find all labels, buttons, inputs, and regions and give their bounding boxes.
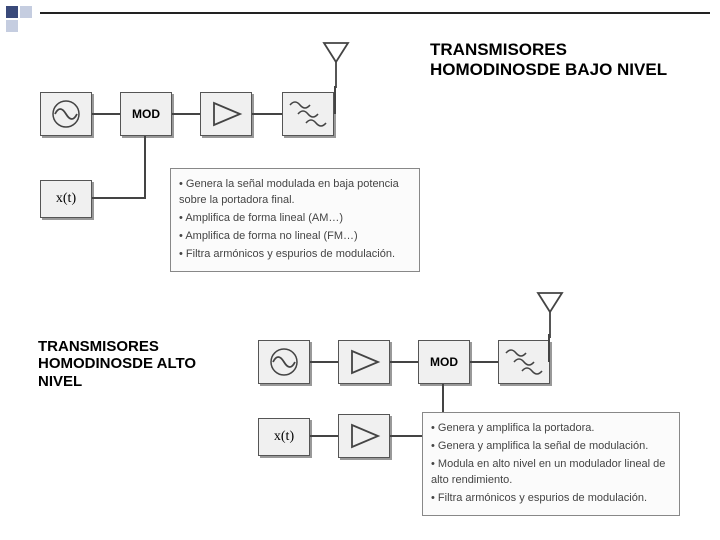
- wire: [310, 435, 338, 437]
- bullet-item: Amplifica de forma no lineal (FM…): [179, 229, 411, 245]
- antenna-icon: [321, 40, 351, 88]
- title-alto-nivel: TRANSMISORES HOMODINOSDE ALTO NIVEL: [38, 338, 218, 390]
- bullet-item: Genera y amplifica la señal de modulació…: [431, 439, 671, 455]
- modulator-block: MOD: [418, 340, 470, 384]
- wire: [92, 197, 146, 199]
- input-signal-block: x(t): [40, 180, 92, 218]
- bullet-item: Filtra armónicos y espurios de modulació…: [179, 247, 411, 263]
- filter-block: [282, 92, 334, 136]
- amplifier-block: [200, 92, 252, 136]
- filter-block: [498, 340, 550, 384]
- input-signal-block: x(t): [258, 418, 310, 456]
- title-bajo-nivel: TRANSMISORES HOMODINOSDE BAJO NIVEL: [430, 40, 680, 79]
- alto-nivel-description-box: Genera y amplifica la portadora. Genera y…: [422, 412, 680, 516]
- wire: [252, 113, 282, 115]
- bullet-item: Amplifica de forma lineal (AM…): [179, 211, 411, 227]
- top-bar: [40, 12, 710, 14]
- oscillator-block: [40, 92, 92, 136]
- wire: [334, 86, 336, 114]
- oscillator-block: [258, 340, 310, 384]
- wire: [144, 136, 146, 198]
- wire: [548, 334, 550, 362]
- wire: [390, 361, 418, 363]
- amplifier-block: [338, 414, 390, 458]
- wire: [310, 361, 338, 363]
- amplifier-block: [338, 340, 390, 384]
- bullet-item: Genera y amplifica la portadora.: [431, 421, 671, 437]
- wire: [92, 113, 120, 115]
- modulator-block: MOD: [120, 92, 172, 136]
- corner-deco: [6, 6, 32, 32]
- bajo-nivel-description-box: Genera la señal modulada en baja potenci…: [170, 168, 420, 272]
- antenna-icon: [535, 290, 565, 338]
- wire: [172, 113, 200, 115]
- bullet-item: Genera la señal modulada en baja potenci…: [179, 177, 411, 209]
- bullet-item: Filtra armónicos y espurios de modulació…: [431, 491, 671, 507]
- bullet-item: Modula en alto nivel en un modulador lin…: [431, 457, 671, 489]
- wire: [470, 361, 498, 363]
